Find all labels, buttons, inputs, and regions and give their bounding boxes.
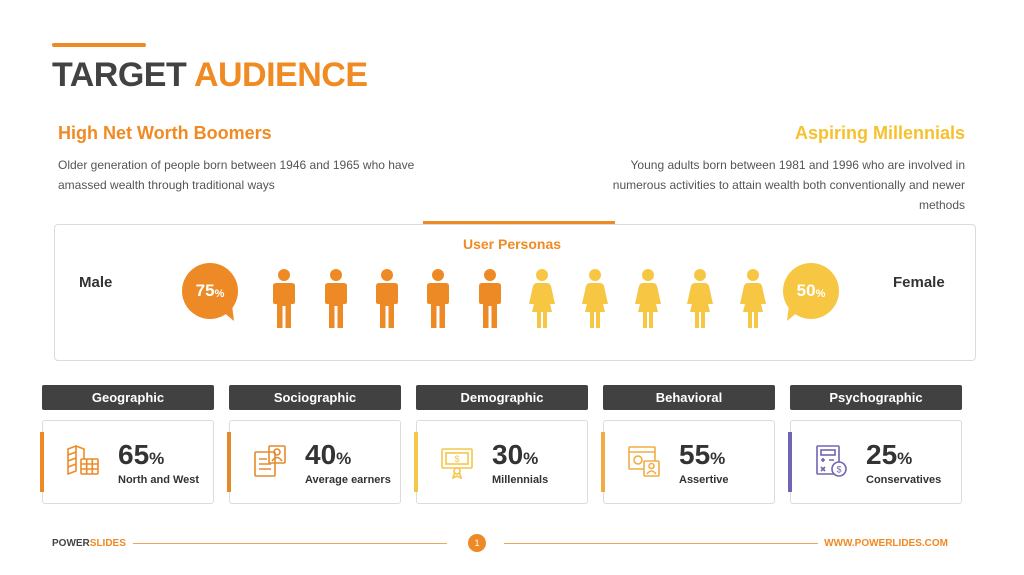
- card-accent: [601, 432, 605, 492]
- svg-text:$: $: [836, 465, 841, 475]
- footer-url-link[interactable]: WWW.POWERLIDES.COM: [824, 538, 948, 549]
- card-accent: [227, 432, 231, 492]
- sociographic-unit: %: [336, 449, 352, 468]
- female-label: Female: [893, 274, 945, 291]
- geographic-value: 65: [118, 439, 150, 470]
- footer-divider-left: [133, 543, 447, 544]
- tab-sociographic: Sociographic: [229, 385, 401, 410]
- segment-boomers-title: High Net Worth Boomers: [58, 123, 272, 143]
- male-percent-bubble: 75%: [182, 263, 244, 330]
- tab-geographic: Geographic: [42, 385, 214, 410]
- female-percent-value: 50: [796, 281, 816, 300]
- female-percent-bubble: 50%: [783, 263, 845, 330]
- certificate-icon: $: [441, 448, 473, 479]
- tab-behavioral: Behavioral: [603, 385, 775, 410]
- segment-millennials: Aspiring Millennials Young adults born b…: [605, 123, 965, 215]
- svg-text:$: $: [454, 454, 459, 464]
- segment-boomers-description: Older generation of people born between …: [58, 158, 415, 192]
- card-behavioral: 55% Assertive: [601, 420, 775, 504]
- behavioral-unit: %: [710, 449, 726, 468]
- title-accent-bar: [52, 43, 146, 47]
- card-geographic: 65% North and West: [40, 420, 214, 504]
- demographic-label: Millennials: [492, 474, 549, 486]
- male-label: Male: [79, 274, 113, 291]
- user-personas-label: User Personas: [462, 236, 562, 252]
- female-person-icon: [582, 269, 608, 328]
- demographic-unit: %: [523, 449, 539, 468]
- male-person-icon: [427, 269, 449, 328]
- geographic-unit: %: [149, 449, 165, 468]
- card-psychographic: $ 25% Conservatives: [788, 420, 962, 504]
- male-percent-value: 75: [195, 281, 215, 300]
- footer-brand-part2: SLIDES: [89, 538, 126, 549]
- female-percent-unit: %: [815, 287, 826, 300]
- card-accent: [414, 432, 418, 492]
- map-grid-icon: [67, 444, 99, 476]
- female-person-icon: [529, 269, 555, 328]
- profile-window-icon: [628, 446, 660, 477]
- female-person-icon: [740, 269, 766, 328]
- male-person-icon: [273, 269, 295, 328]
- male-person-icon: [479, 269, 501, 328]
- segment-millennials-title: Aspiring Millennials: [794, 123, 965, 143]
- page-title-part2: AUDIENCE: [193, 56, 368, 94]
- footer-divider-right: [504, 543, 818, 544]
- male-person-icon: [376, 269, 398, 328]
- speech-bubble-icon: [783, 263, 839, 321]
- calculator-money-icon: $: [816, 445, 847, 477]
- behavioral-value: 55: [679, 439, 711, 470]
- card-demographic: $ 30% Millennials: [414, 420, 588, 504]
- behavioral-label: Assertive: [679, 474, 729, 486]
- card-sociographic: 40% Average earners: [227, 420, 401, 504]
- tab-psychographic: Psychographic: [790, 385, 962, 410]
- psychographic-unit: %: [897, 449, 913, 468]
- psychographic-label: Conservatives: [866, 474, 942, 486]
- footer-brand-part1: POWER: [52, 538, 90, 549]
- psychographic-value: 25: [866, 439, 898, 470]
- page-number: 1: [468, 534, 486, 552]
- female-person-icon: [635, 269, 661, 328]
- page-title: TARGET AUDIENCE: [52, 56, 368, 95]
- sociographic-label: Average earners: [305, 474, 391, 486]
- male-percent-unit: %: [214, 287, 225, 300]
- user-personas-accent-line: [423, 221, 615, 224]
- card-accent: [40, 432, 44, 492]
- footer-brand: POWERSLIDES: [52, 538, 126, 549]
- id-card-icon: [254, 445, 286, 477]
- segment-boomers: High Net Worth Boomers Older generation …: [58, 123, 418, 195]
- demographic-value: 30: [492, 439, 524, 470]
- segment-millennials-description: Young adults born between 1981 and 1996 …: [612, 158, 965, 212]
- page-title-part1: TARGET: [52, 56, 187, 94]
- geographic-label: North and West: [118, 474, 200, 486]
- sociographic-value: 40: [305, 439, 337, 470]
- card-accent: [788, 432, 792, 492]
- female-person-icon: [687, 269, 713, 328]
- tab-demographic: Demographic: [416, 385, 588, 410]
- speech-bubble-icon: [182, 263, 238, 321]
- male-person-icon: [325, 269, 347, 328]
